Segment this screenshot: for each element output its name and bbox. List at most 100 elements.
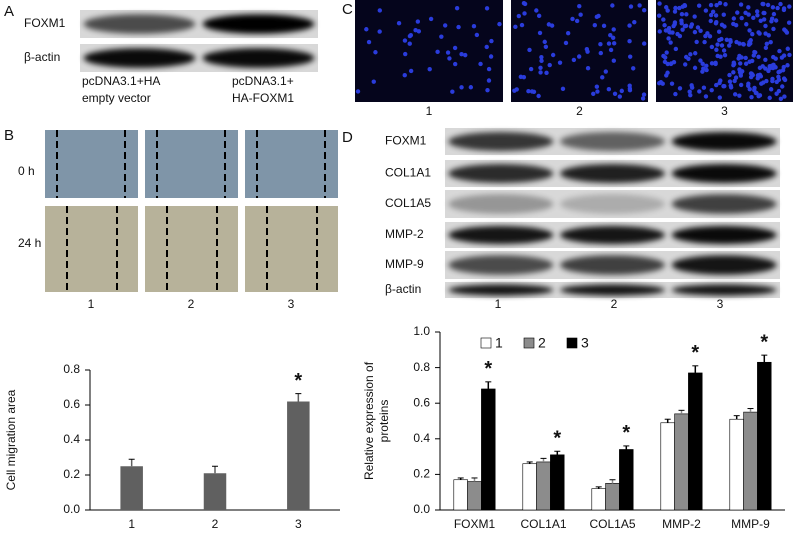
cell-nucleus <box>657 29 662 34</box>
cell-nucleus <box>786 20 792 25</box>
y-tick-label: 0.2 <box>63 467 80 481</box>
cell-nucleus <box>719 36 724 42</box>
cell-nucleus <box>694 39 699 45</box>
cell-nucleus <box>549 23 555 28</box>
cell-nucleus <box>763 57 768 62</box>
cell-nucleus <box>721 12 726 17</box>
cell-nucleus <box>715 53 720 59</box>
cell-nucleus <box>459 51 464 57</box>
cell-nucleus <box>709 44 715 50</box>
cell-nucleus <box>373 50 378 55</box>
blot-band <box>560 132 665 151</box>
cell-nucleus <box>780 84 785 89</box>
row-label: β-actin <box>385 282 421 296</box>
y-tick-label: 0.4 <box>63 432 80 446</box>
cell-nucleus <box>771 11 777 17</box>
cell-nucleus <box>484 6 490 11</box>
bar <box>522 463 537 511</box>
cell-nucleus <box>355 89 361 94</box>
cell-nucleus <box>744 22 749 27</box>
cell-nucleus <box>447 56 452 61</box>
panel-label: A <box>4 3 14 20</box>
cell-nucleus <box>641 8 647 13</box>
cell-nucleus <box>728 39 733 45</box>
cell-nucleus <box>781 76 787 81</box>
cell-nucleus <box>743 61 749 66</box>
cell-nucleus <box>672 9 678 14</box>
bar <box>757 361 772 511</box>
cell-nucleus <box>610 35 616 40</box>
cell-nucleus <box>750 31 755 37</box>
cell-nucleus <box>366 39 372 45</box>
cell-nucleus <box>726 43 732 48</box>
cell-nucleus <box>724 37 730 43</box>
cell-nucleus <box>683 62 688 67</box>
cell-nucleus <box>514 87 519 92</box>
row-label: COL1A5 <box>385 196 431 210</box>
cell-nucleus <box>677 33 683 39</box>
cell-nucleus <box>516 13 522 19</box>
bar <box>688 372 703 511</box>
cell-nucleus <box>570 16 575 22</box>
bar <box>729 418 744 511</box>
cell-nucleus <box>474 32 480 38</box>
cell-nucleus <box>781 7 787 13</box>
lane-label: pcDNA3.1+HA <box>82 74 160 88</box>
cell-nucleus <box>486 66 492 72</box>
cell-nucleus <box>610 3 615 8</box>
cell-nucleus <box>489 38 494 44</box>
cell-nucleus <box>704 67 709 73</box>
cell-nucleus <box>766 68 771 74</box>
significance: * <box>622 422 630 444</box>
panel-label: C <box>342 1 353 18</box>
cell-nucleus <box>700 69 705 74</box>
cell-nucleus <box>715 42 720 47</box>
cell-nucleus <box>598 50 604 56</box>
cell-nucleus <box>542 39 547 45</box>
cell-nucleus <box>666 36 671 41</box>
panel-label: D <box>342 129 353 146</box>
wound-image <box>245 206 338 292</box>
lane-label: HA-FOXM1 <box>232 91 294 105</box>
cell-nucleus <box>478 61 483 67</box>
bar <box>591 488 606 511</box>
cell-nucleus <box>746 5 751 10</box>
cell-nucleus <box>608 32 613 38</box>
lane-label: 1 <box>495 297 502 311</box>
cell-nucleus <box>753 50 758 55</box>
cell-nucleus <box>763 31 768 36</box>
cell-nucleus <box>773 56 778 61</box>
y-axis-label: Cell migration area <box>4 389 18 490</box>
cell-nucleus <box>627 54 633 59</box>
cell-nucleus <box>484 44 489 50</box>
cell-nucleus <box>563 40 569 46</box>
cell-nucleus <box>594 84 600 89</box>
cell-nucleus <box>727 72 732 78</box>
lane-label: 3 <box>721 104 728 118</box>
cell-nucleus <box>687 89 692 94</box>
cell-nucleus <box>732 92 738 97</box>
cell-nucleus <box>611 41 617 46</box>
cell-nucleus <box>538 65 543 70</box>
cell-nucleus <box>611 27 616 32</box>
cell-nucleus <box>661 17 666 22</box>
cell-nucleus <box>538 70 543 75</box>
cell-nucleus <box>761 17 767 22</box>
cell-nucleus <box>513 24 518 30</box>
cell-nucleus <box>673 91 678 97</box>
blot-band <box>671 255 777 275</box>
y-tick-label: 0.2 <box>413 467 430 481</box>
cell-nucleus <box>656 13 662 18</box>
cell-nucleus <box>717 80 722 86</box>
cell-nucleus <box>759 81 764 86</box>
cell-nucleus <box>708 12 714 18</box>
lane-label: 1 <box>88 297 95 311</box>
cell-nucleus <box>617 94 623 99</box>
cell-nucleus <box>723 2 728 7</box>
blot-band <box>671 194 777 214</box>
cell-nucleus <box>770 78 775 84</box>
cell-nucleus <box>377 8 383 13</box>
lane-label: pcDNA3.1+ <box>232 74 294 88</box>
cell-nucleus <box>785 46 790 51</box>
cell-nucleus <box>550 52 556 58</box>
